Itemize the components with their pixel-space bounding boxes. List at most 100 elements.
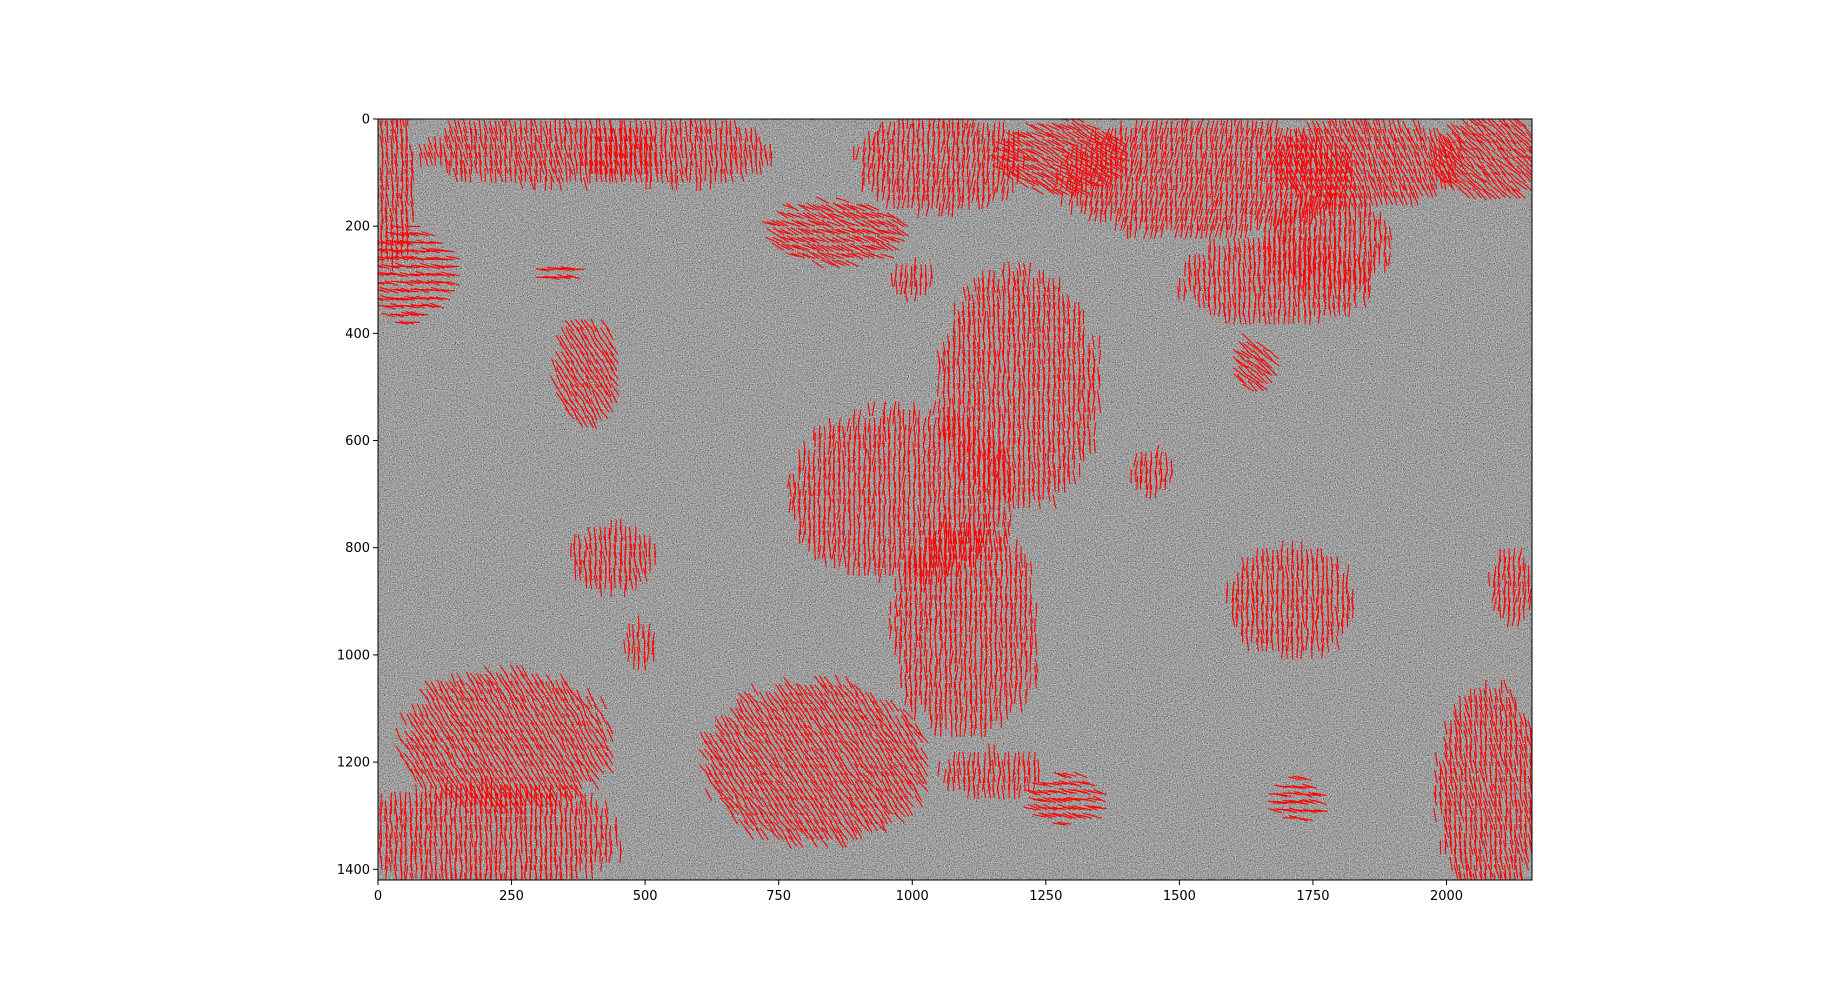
orientation-segment <box>1164 176 1168 191</box>
orientation-segment <box>1129 143 1136 158</box>
orientation-segment <box>1272 161 1279 175</box>
orientation-segment <box>1291 151 1298 166</box>
orientation-segment <box>1203 286 1207 301</box>
orientation-segment <box>1105 131 1119 141</box>
orientation-segment <box>399 128 404 143</box>
orientation-segment <box>1446 155 1457 167</box>
orientation-segment <box>730 137 734 152</box>
orientation-segment <box>1371 153 1378 167</box>
orientation-segment <box>1225 224 1229 239</box>
orientation-segment <box>1317 136 1322 151</box>
orientation-segment <box>1281 151 1289 165</box>
orientation-segment <box>1417 151 1422 166</box>
orientation-segment <box>1484 125 1496 136</box>
orientation-segment <box>1367 121 1374 135</box>
orientation-segment <box>1355 169 1364 183</box>
orientation-segment <box>457 135 464 150</box>
orientation-segment <box>1163 151 1170 166</box>
orientation-segment <box>1119 183 1124 198</box>
orientation-segment <box>1244 217 1247 232</box>
orientation-segment <box>439 151 442 166</box>
orientation-segment <box>940 155 945 170</box>
orientation-segment <box>385 256 400 261</box>
orientation-segment <box>1454 156 1466 167</box>
orientation-segment <box>1356 176 1364 191</box>
orientation-segment <box>1181 127 1184 142</box>
orientation-segment <box>1497 119 1507 127</box>
orientation-segment <box>1155 216 1158 231</box>
orientation-segment <box>704 136 707 151</box>
orientation-segment <box>1027 140 1040 149</box>
orientation-segment <box>1401 191 1408 206</box>
orientation-segment <box>1193 285 1197 300</box>
orientation-segment <box>938 122 940 137</box>
orientation-segment <box>1491 171 1501 183</box>
orientation-segment <box>1109 168 1113 183</box>
orientation-segment <box>1158 159 1164 174</box>
orientation-segment <box>1218 192 1224 207</box>
orientation-segment <box>992 186 997 201</box>
orientation-segment <box>916 155 920 170</box>
orientation-segment <box>1244 224 1249 238</box>
orientation-segment <box>704 167 707 182</box>
orientation-segment <box>1383 159 1389 174</box>
orientation-segment <box>489 136 494 151</box>
orientation-region <box>1268 119 1463 207</box>
orientation-segment <box>926 177 929 192</box>
orientation-segment <box>763 144 767 159</box>
orientation-segment <box>1341 120 1349 134</box>
orientation-segment <box>1046 132 1059 140</box>
orientation-segment <box>1225 128 1228 143</box>
orientation-segment <box>1535 149 1546 158</box>
orientation-segment <box>1143 168 1149 183</box>
orientation-segment <box>1302 152 1307 167</box>
orientation-segment <box>1355 128 1363 143</box>
orientation-segment <box>961 138 965 153</box>
orientation-segment <box>1309 266 1311 281</box>
orientation-segment <box>1215 208 1219 223</box>
orientation-segment <box>1138 119 1144 134</box>
orientation-segment <box>1183 183 1189 198</box>
orientation-segment <box>1352 119 1357 134</box>
orientation-segment <box>1056 124 1070 131</box>
orientation-segment <box>1284 227 1287 242</box>
orientation-segment <box>1254 120 1258 135</box>
orientation-segment <box>1378 161 1385 175</box>
orientation-segment <box>1247 237 1252 252</box>
orientation-segment <box>962 122 967 137</box>
orientation-segment <box>1023 341 1026 356</box>
orientation-segment <box>1134 120 1138 135</box>
orientation-segment <box>1060 123 1074 131</box>
orientation-segment <box>1119 120 1122 135</box>
orientation-segment <box>1267 120 1274 135</box>
orientation-segment <box>1304 282 1307 297</box>
orientation-segment <box>569 167 571 182</box>
orientation-segment <box>633 168 638 183</box>
orientation-segment <box>1286 144 1292 159</box>
orientation-segment <box>386 129 389 144</box>
orientation-segment <box>948 177 950 192</box>
orientation-segment <box>971 187 976 202</box>
orientation-segment <box>1159 151 1166 165</box>
orientation-segment <box>1422 144 1429 159</box>
orientation-segment <box>1229 167 1234 182</box>
orientation-segment <box>385 224 388 239</box>
orientation-segment <box>1356 144 1364 158</box>
orientation-segment <box>694 120 699 134</box>
orientation-segment <box>1465 156 1475 169</box>
orientation-segment <box>1484 190 1497 200</box>
orientation-segment <box>1525 131 1532 140</box>
orientation-segment <box>1318 159 1323 174</box>
orientation-segment <box>1333 275 1336 290</box>
orientation-segment <box>1000 171 1006 185</box>
orientation-segment <box>1214 175 1219 190</box>
orientation-segment <box>1312 169 1318 183</box>
orientation-segment <box>360 281 374 284</box>
orientation-segment <box>1293 218 1295 233</box>
orientation-segment <box>1303 129 1308 144</box>
orientation-segment <box>459 159 464 174</box>
orientation-segment <box>1080 199 1084 214</box>
orientation-segment <box>1441 140 1452 152</box>
orientation-segment <box>1386 184 1394 198</box>
orientation-segment <box>951 178 955 193</box>
